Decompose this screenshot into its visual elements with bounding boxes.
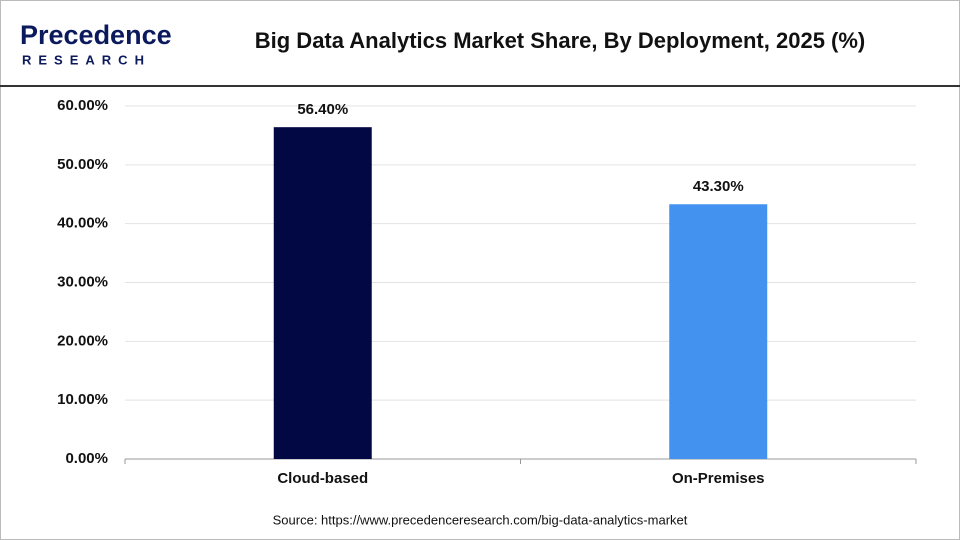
y-tick-label: 30.00% <box>57 273 108 290</box>
logo-name: Precedence <box>20 20 172 50</box>
chart-title: Big Data Analytics Market Share, By Depl… <box>255 28 866 53</box>
y-tick-label: 20.00% <box>57 332 108 349</box>
x-tick-label: Cloud-based <box>277 470 368 487</box>
y-tick-label: 50.00% <box>57 156 108 173</box>
y-tick-label: 10.00% <box>57 391 108 408</box>
y-tick-label: 0.00% <box>65 450 108 467</box>
logo-tagline: RESEARCH <box>22 52 151 67</box>
y-tick-label: 60.00% <box>57 97 108 114</box>
bar <box>273 127 372 460</box>
data-label: 43.30% <box>693 178 744 195</box>
data-label: 56.40% <box>297 101 348 118</box>
bar <box>669 204 768 459</box>
y-tick-label: 40.00% <box>57 215 108 232</box>
source-note: Source: https://www.precedenceresearch.c… <box>273 512 688 527</box>
x-tick-label: On-Premises <box>672 470 765 487</box>
